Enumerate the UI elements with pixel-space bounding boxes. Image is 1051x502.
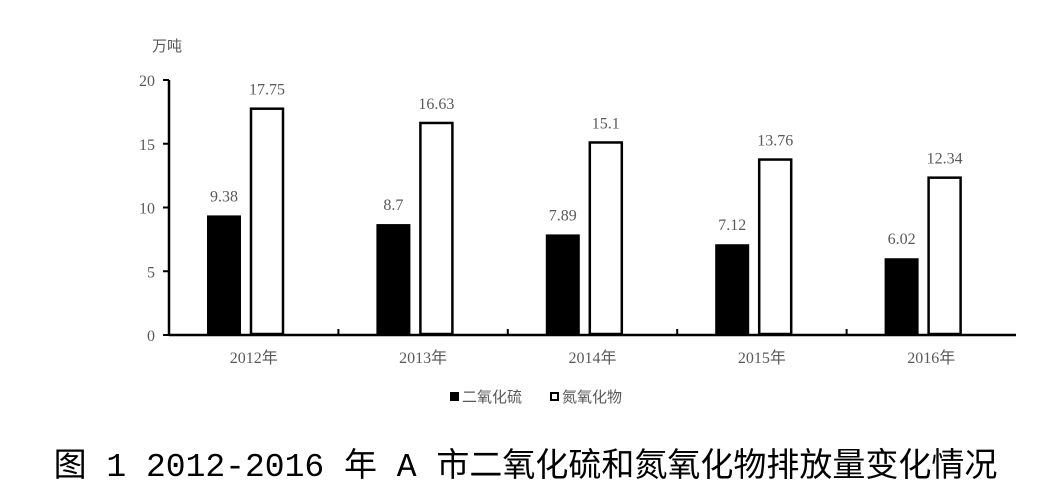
bar-氮氧化物 [419,121,454,336]
data-label: 7.12 [718,217,746,234]
legend-swatch [550,392,559,401]
x-tick-label: 2014年 [568,349,616,367]
data-label: 12.34 [927,151,963,168]
bar-二氧化硫 [207,215,241,335]
data-label: 7.89 [549,207,577,224]
figure-caption: 图 1 2012-2016 年 A 市二氧化硫和氮氧化物排放量变化情况 [53,449,998,486]
bar-氮氧化物 [249,107,285,336]
bar-氮氧化物 [757,158,793,336]
y-axis-label: 万吨 [152,37,182,55]
bar-二氧化硫 [545,234,580,335]
x-tick-label: 2016年 [907,349,955,367]
data-label: 6.02 [888,231,916,248]
legend-label: 氮氧化物 [562,388,622,406]
x-tick-label: 2013年 [399,349,447,367]
bar-chart: 万吨 0 5 10 15 20 2012年 9.38 17.75 2013年 8.7 16.63 20… [139,37,1016,406]
data-label: 16.63 [418,96,454,113]
data-label: 15.1 [592,115,620,132]
y-tick-label: 5 [147,264,155,281]
data-label: 17.75 [249,82,285,99]
bar-二氧化硫 [715,244,750,335]
bar-二氧化硫 [884,258,919,335]
x-tick-label: 2015年 [738,349,786,367]
x-tick-label: 2012年 [230,349,278,367]
legend-swatch [450,392,459,401]
y-tick-label: 15 [139,137,155,154]
y-tick-label: 10 [139,201,155,218]
bar-二氧化硫 [376,224,411,335]
data-label: 8.7 [383,197,403,214]
y-tick-label: 20 [139,73,155,90]
bar-氮氧化物 [927,176,962,336]
data-label: 13.76 [757,133,793,150]
y-tick-label: 0 [147,328,155,345]
data-label: 9.38 [210,188,238,205]
legend-label: 二氧化硫 [462,388,522,406]
bar-氮氧化物 [588,141,624,336]
